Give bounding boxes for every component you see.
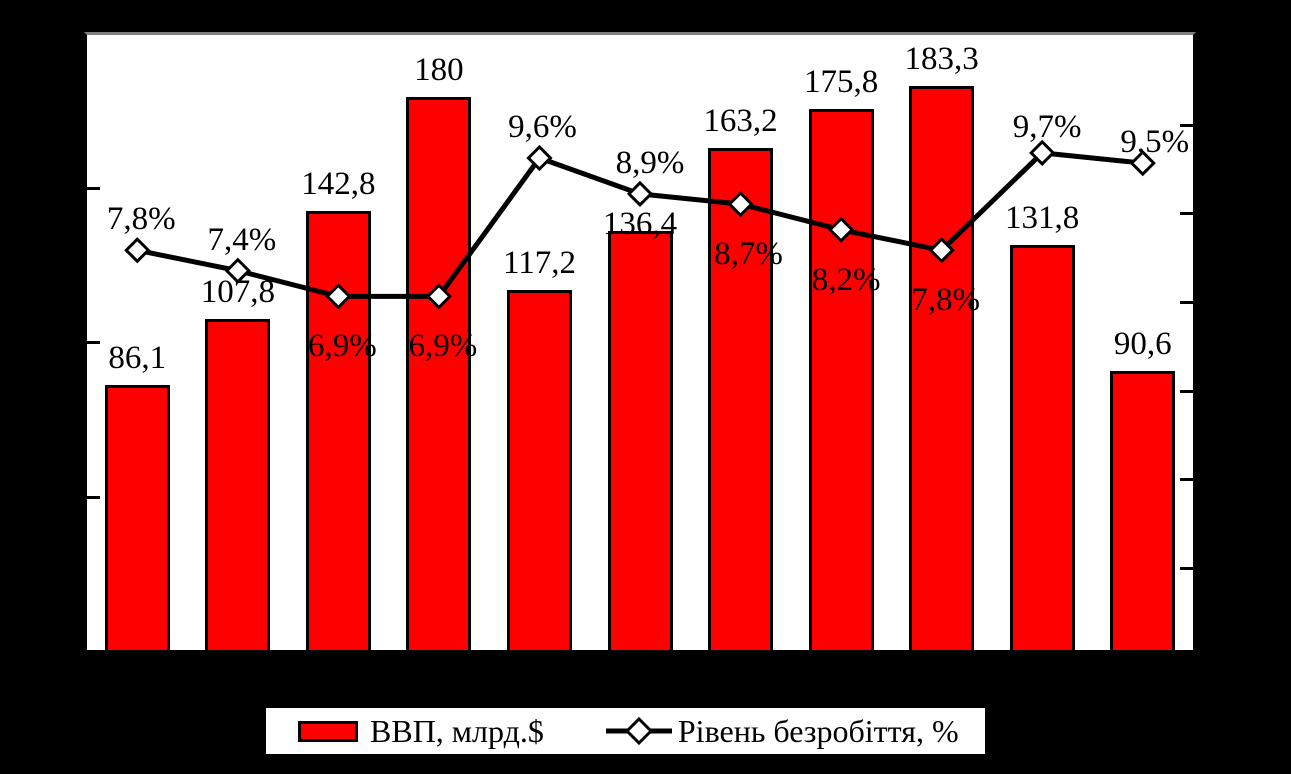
gdp-bar [909,86,975,650]
left-axis-tick [87,496,100,499]
line-point-label: 9,7% [1012,108,1082,145]
diamond-marker-icon [325,283,352,310]
line-point-label: 6,9% [408,328,478,365]
right-axis-tick [1180,390,1193,393]
diamond-marker-icon [928,237,955,264]
gdp-bar [506,289,572,650]
gdp-bar [406,96,472,650]
gdp-bar [1110,371,1176,650]
right-axis-tick [1180,124,1193,127]
line-point-label: 8,9% [615,144,685,181]
bar-value-label: 117,2 [502,244,576,281]
line-point-label: 6,9% [307,328,377,365]
diamond-marker-icon [124,237,151,264]
line-point-label: 8,2% [811,261,881,298]
line-point-label: 8,7% [714,236,783,273]
legend-label-gdp: ВВП, млрд.$ [370,713,544,749]
plot-area: 86,1 107,8 142,8 180 117,2 136,4 163,2 175,8 183… [84,32,1196,656]
line-point-label: 7,8% [106,201,176,238]
right-axis-tick [1180,478,1193,481]
diamond-marker-icon [626,180,654,207]
bar-value-label: 163,2 [703,103,778,140]
bar-value-label: 107,8 [200,273,275,310]
gdp-bar [708,148,774,650]
legend-bar-swatch [298,720,358,742]
line-point-label: 9,6% [508,109,577,145]
bar-value-label: 86,1 [108,340,167,377]
bar-value-label: 136,4 [602,205,678,242]
right-axis-tick [1180,567,1193,570]
bar-value-label: 175,8 [803,64,879,101]
left-axis-tick [87,187,100,190]
gdp-bar [104,385,170,650]
gdp-bar [607,230,673,650]
axis-ticks-layer [87,35,1193,650]
diamond-marker-icon [526,144,553,172]
gdp-bar [808,109,874,650]
legend: ВВП, млрд.$ Рівень безробіття, % [263,705,988,757]
diamond-marker-icon [425,283,453,310]
labels-layer: 86,1 107,8 142,8 180 117,2 136,4 163,2 175,8 183… [87,35,1193,650]
bars-layer [87,35,1193,650]
diamond-marker-icon [224,257,251,284]
legend-line-marker [605,716,672,746]
diamond-marker-icon [1129,150,1156,177]
diamond-marker-icon [827,216,855,243]
line-series-layer [124,139,1156,310]
line-point-label: 7,4% [207,221,277,258]
diamond-marker-icon [605,716,672,746]
line-point-label: 7,8% [911,282,980,319]
bar-value-label: 131,8 [1005,199,1080,236]
left-axis-tick [87,341,100,344]
gdp-bar [205,318,271,650]
gdp-bar [1009,244,1075,650]
diamond-marker-icon [727,191,754,218]
right-axis-tick [1180,301,1193,304]
diamond-marker-icon [1029,139,1056,166]
bar-value-label: 183,3 [904,41,979,78]
legend-label-unemployment: Рівень безробіття, % [677,713,959,749]
line-point-label: 9,5% [1120,124,1190,161]
right-axis-tick [1180,212,1193,215]
bar-value-label: 90,6 [1113,326,1172,363]
bar-value-label: 142,8 [301,165,376,202]
bar-value-label: 180 [414,51,464,88]
